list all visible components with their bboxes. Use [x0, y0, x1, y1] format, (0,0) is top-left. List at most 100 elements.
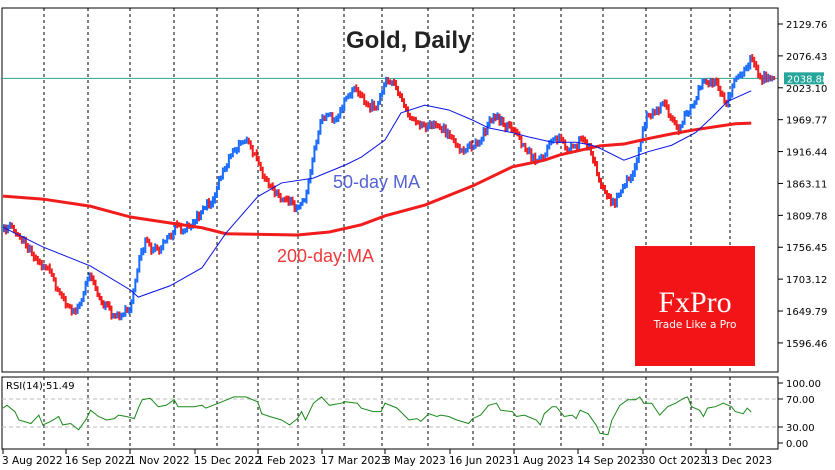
candle-bar — [112, 313, 115, 319]
candle-bar — [327, 112, 330, 118]
ma200-label: 200-day MA — [277, 246, 374, 266]
candle-bar — [28, 244, 31, 253]
rsi-levels — [2, 398, 778, 428]
rsi-tick-label: 70.00 — [786, 395, 815, 406]
candle-bar — [369, 102, 372, 113]
ma50-label: 50-day MA — [333, 172, 420, 192]
candles — [2, 54, 776, 321]
candle-bar — [739, 71, 742, 79]
candle-bar — [671, 115, 674, 123]
candle-bar — [263, 173, 266, 182]
candle-bar — [723, 92, 726, 104]
candle-bar — [6, 224, 9, 234]
candle-bar — [639, 139, 642, 152]
candle-bar — [192, 218, 195, 229]
candle-bar — [201, 205, 204, 215]
candle-bar — [763, 70, 766, 84]
date-tick-label: 16 Jun 2023 — [449, 455, 512, 467]
candle-bar — [323, 115, 326, 122]
candle-bar — [215, 185, 218, 198]
candle-bar — [387, 77, 390, 85]
candle-bar — [80, 298, 83, 307]
candle-bar — [140, 248, 143, 261]
candle-bar — [560, 133, 563, 142]
candle-bar — [237, 139, 240, 153]
candle-bar — [275, 189, 278, 197]
candle-bar — [410, 115, 413, 121]
candle-bar — [625, 175, 628, 188]
price-tick-label: 1649.79 — [786, 307, 827, 318]
candle-bar — [613, 198, 616, 208]
candle-bar — [303, 198, 306, 203]
date-tick-label: 1 Aug 2023 — [513, 455, 574, 467]
candle-bar — [514, 127, 517, 135]
candle-bar — [317, 130, 320, 145]
candle-bar — [100, 295, 103, 306]
candle-bar — [241, 140, 244, 145]
candle-bar — [156, 244, 159, 251]
candle-bar — [114, 313, 117, 319]
candle-bar — [194, 218, 197, 226]
candle-bar — [615, 192, 618, 208]
candle-bar — [588, 142, 591, 151]
candle-bar — [434, 120, 437, 129]
candle-bar — [92, 275, 95, 286]
candle-bar — [665, 99, 668, 110]
candle-bar — [476, 139, 479, 147]
price-axis: 2129.76 2076.43 2023.10 1969.77 1916.44 1863.… — [778, 20, 827, 350]
candle-bar — [414, 116, 417, 126]
candle-bar — [389, 79, 392, 85]
candle-bar — [138, 254, 141, 273]
candle-bar — [599, 177, 602, 190]
candle-bar — [436, 122, 439, 129]
candle-bar — [677, 124, 680, 136]
candle-bar — [655, 106, 658, 115]
candle-bar — [225, 163, 228, 172]
candle-bar — [146, 236, 149, 244]
candle-bar — [247, 137, 250, 145]
price-tick-label: 2076.43 — [786, 52, 827, 63]
candle-bar — [261, 166, 264, 179]
candle-bar — [574, 143, 577, 149]
candle-bar — [472, 144, 475, 151]
price-tick-label: 2023.10 — [786, 84, 827, 95]
candle-bar — [343, 97, 346, 111]
candle-bar — [609, 193, 612, 207]
candle-bar — [233, 147, 236, 153]
candle-bar — [124, 305, 127, 317]
candle-bar — [582, 135, 585, 143]
candle-bar — [56, 286, 59, 293]
candle-bar — [245, 136, 248, 144]
candle-bar — [542, 154, 545, 161]
candle-bar — [239, 140, 242, 146]
candle-bar — [353, 85, 356, 93]
candle-bar — [566, 145, 569, 154]
candle-bar — [291, 196, 294, 206]
logo-tagline: Trade Like a Pro — [653, 319, 737, 331]
candle-bar — [757, 64, 760, 79]
candle-bar — [526, 147, 529, 155]
candle-bar — [158, 246, 161, 255]
candle-bar — [152, 246, 155, 254]
candle-bar — [359, 90, 362, 99]
candle-bar — [486, 121, 489, 136]
candle-bar — [321, 114, 324, 125]
candle-bar — [528, 146, 531, 155]
candle-bar — [86, 276, 89, 287]
vertical-gridlines — [43, 8, 731, 449]
candle-bar — [767, 73, 770, 83]
candle-bar — [30, 245, 33, 257]
date-tick-label: 1 Nov 2022 — [129, 455, 190, 467]
candle-bar — [301, 198, 304, 206]
candle-bar — [681, 120, 684, 129]
candle-bar — [673, 116, 676, 126]
rsi-panel-frame — [1, 376, 779, 450]
chart-title: Gold, Daily — [346, 27, 472, 54]
candle-bar — [182, 228, 185, 235]
candle-bar — [679, 124, 682, 135]
candle-bar — [627, 176, 630, 182]
candle-bar — [60, 291, 63, 299]
candle-bar — [713, 78, 716, 87]
candle-bar — [474, 138, 477, 149]
